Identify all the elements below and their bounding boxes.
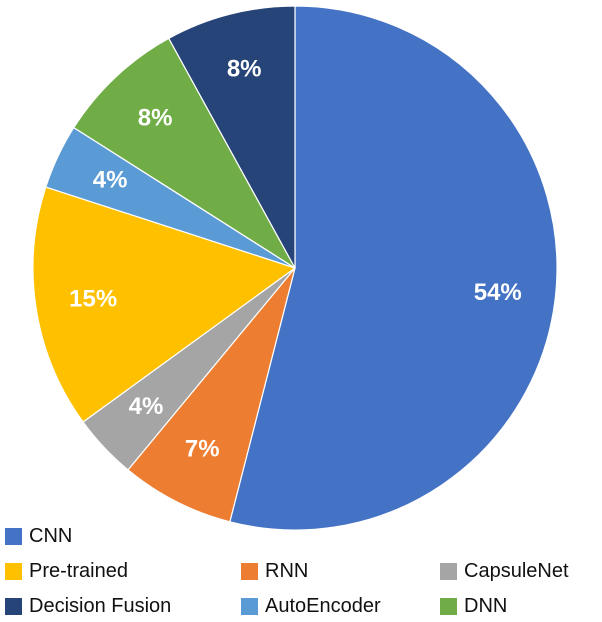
data-label-pre-trained: 15% bbox=[69, 285, 117, 312]
data-label-rnn: 7% bbox=[185, 435, 220, 462]
pie-slice-cnn bbox=[229, 5, 558, 531]
pie-slices bbox=[32, 5, 558, 531]
data-label-cnn: 54% bbox=[474, 279, 522, 306]
pie-slice-rnn bbox=[127, 267, 296, 523]
pie-slice-pre-trained bbox=[32, 186, 297, 423]
data-label-decision-fusion: 8% bbox=[227, 55, 262, 82]
data-label-capsulenet: 4% bbox=[129, 393, 164, 420]
data-labels: 54% 7% 4% 15% 4% 8% 8% bbox=[69, 55, 522, 462]
data-label-dnn: 8% bbox=[138, 104, 173, 131]
data-label-autoencoder: 4% bbox=[93, 166, 128, 193]
pie-slice-decision-fusion bbox=[167, 5, 296, 269]
pie-slice-dnn bbox=[72, 37, 296, 269]
